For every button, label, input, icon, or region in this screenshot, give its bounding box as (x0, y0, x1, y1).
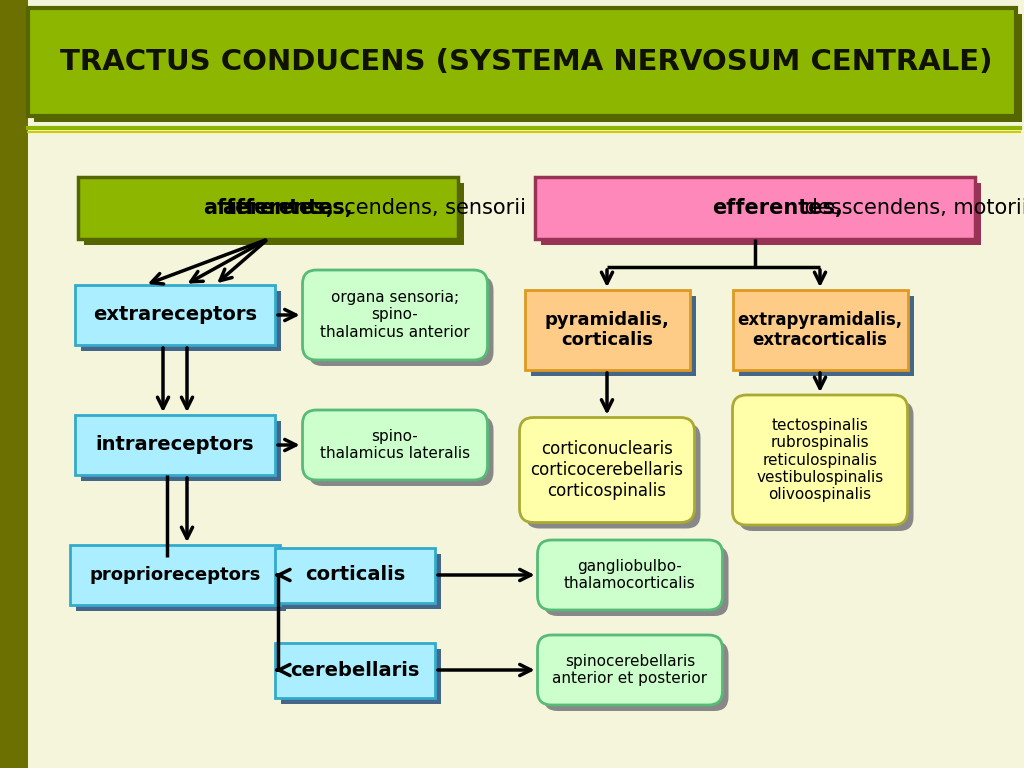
FancyBboxPatch shape (525, 423, 700, 528)
Text: efferentes,: efferentes, (712, 198, 843, 218)
Text: TRACTUS CONDUCENS (SYSTEMA NERVOSUM CENTRALE): TRACTUS CONDUCENS (SYSTEMA NERVOSUM CENT… (59, 48, 992, 76)
FancyBboxPatch shape (75, 415, 275, 475)
Text: corticalis: corticalis (305, 565, 406, 584)
FancyBboxPatch shape (28, 8, 1016, 116)
Text: afferentes,: afferentes, (222, 198, 353, 218)
FancyBboxPatch shape (70, 545, 280, 605)
FancyBboxPatch shape (524, 290, 689, 370)
FancyBboxPatch shape (84, 183, 464, 245)
Text: afferentes,: afferentes, (203, 198, 334, 218)
FancyBboxPatch shape (75, 285, 275, 345)
FancyBboxPatch shape (302, 410, 487, 480)
FancyBboxPatch shape (281, 648, 441, 703)
Text: intrareceptors: intrareceptors (96, 435, 254, 455)
Text: corticonuclearis
corticocerebellaris
corticospinalis: corticonuclearis corticocerebellaris cor… (530, 440, 683, 500)
Text: proprioreceptors: proprioreceptors (89, 566, 261, 584)
Text: extrareceptors: extrareceptors (93, 306, 257, 325)
FancyBboxPatch shape (538, 540, 723, 610)
FancyBboxPatch shape (738, 296, 913, 376)
FancyBboxPatch shape (541, 183, 981, 245)
FancyBboxPatch shape (34, 14, 1022, 122)
Text: extrapyramidalis,
extracorticalis: extrapyramidalis, extracorticalis (737, 310, 902, 349)
FancyBboxPatch shape (732, 290, 907, 370)
Text: ascendens, sensorii: ascendens, sensorii (313, 198, 525, 218)
FancyBboxPatch shape (78, 177, 458, 239)
Text: desscendens, motorii: desscendens, motorii (798, 198, 1024, 218)
FancyBboxPatch shape (308, 276, 494, 366)
FancyBboxPatch shape (738, 401, 913, 531)
FancyBboxPatch shape (81, 421, 281, 481)
FancyBboxPatch shape (81, 291, 281, 351)
Text: cerebellaris: cerebellaris (291, 660, 420, 680)
FancyBboxPatch shape (76, 551, 286, 611)
FancyBboxPatch shape (544, 546, 728, 616)
FancyBboxPatch shape (519, 418, 694, 522)
Text: organa sensoria;
spino-
thalamicus anterior: organa sensoria; spino- thalamicus anter… (321, 290, 470, 340)
Text: spino-
thalamicus lateralis: spino- thalamicus lateralis (319, 429, 470, 462)
FancyBboxPatch shape (544, 641, 728, 711)
FancyBboxPatch shape (530, 296, 695, 376)
Text: tectospinalis
rubrospinalis
reticulospinalis
vestibulospinalis
olivoospinalis: tectospinalis rubrospinalis reticulospin… (757, 418, 884, 502)
FancyBboxPatch shape (732, 395, 907, 525)
Bar (0, 0, 28, 768)
FancyBboxPatch shape (302, 270, 487, 360)
Text: gangliobulbo-
thalamocorticalis: gangliobulbo- thalamocorticalis (564, 559, 696, 591)
Text: spinocerebellaris
anterior et posterior: spinocerebellaris anterior et posterior (552, 654, 708, 686)
Text: pyramidalis,
corticalis: pyramidalis, corticalis (545, 310, 670, 349)
FancyBboxPatch shape (275, 643, 435, 697)
FancyBboxPatch shape (308, 416, 494, 486)
FancyBboxPatch shape (538, 635, 723, 705)
FancyBboxPatch shape (535, 177, 975, 239)
FancyBboxPatch shape (275, 548, 435, 603)
FancyBboxPatch shape (281, 554, 441, 608)
